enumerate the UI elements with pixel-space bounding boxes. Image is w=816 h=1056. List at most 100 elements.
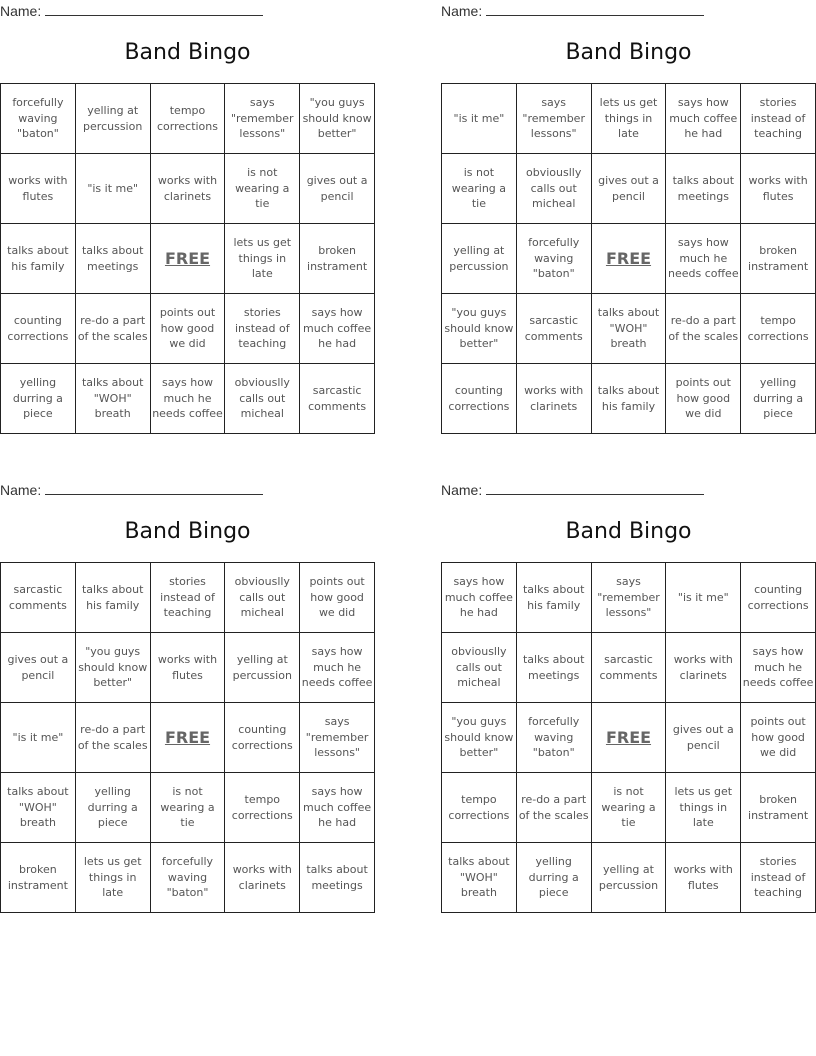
bingo-cell: says how much he needs coffee [665,223,742,294]
bingo-cell: points out how good we did [740,702,816,773]
bingo-cell: sarcastic comments [590,632,667,703]
bingo-cell: "is it me" [74,153,151,224]
bingo-cell: yelling at percussion [74,83,151,154]
name-field: Name: [0,2,264,19]
free-space: FREE [590,223,667,294]
bingo-cell: says how much coffee he had [299,772,375,843]
bingo-cell: gives out a pencil [299,153,375,224]
bingo-row: broken instrament lets us get things in l… [0,842,375,913]
name-field: Name: [0,481,264,498]
bingo-cell: "you guys should know better" [299,83,375,154]
bingo-cell: obviouslly calls out micheal [224,363,301,434]
bingo-cell: re-do a part of the scales [665,293,742,364]
name-blank-line [486,2,705,16]
bingo-row: sarcastic comments talks about his family… [0,562,375,633]
bingo-row: tempo corrections re-do a part of the sca… [441,772,816,843]
bingo-cell: forcefully waving "baton" [0,83,76,154]
name-label: Name: [441,482,483,498]
card-title: Band Bingo [565,40,692,65]
bingo-cell: re-do a part of the scales [74,702,151,773]
bingo-row: talks about "WOH" breath yelling durring … [0,772,375,843]
bingo-cell: forcefully waving "baton" [515,223,592,294]
bingo-cell: obviouslly calls out micheal [224,562,301,633]
bingo-cell: talks about "WOH" breath [74,363,151,434]
bingo-cell: says how much he needs coffee [299,632,375,703]
bingo-row: is not wearing a tie obviouslly calls out… [441,153,816,224]
card-title: Band Bingo [124,40,251,65]
bingo-cell: sarcastic comments [0,562,76,633]
bingo-cell: broken instrament [299,223,375,294]
bingo-cell: yelling durring a piece [515,842,592,913]
bingo-cell: obviouslly calls out micheal [515,153,592,224]
bingo-cell: works with clarinets [515,363,592,434]
bingo-cell: tempo corrections [149,83,226,154]
bingo-row: talks about "WOH" breath yelling durring … [441,842,816,913]
bingo-grid: says how much coffee he had talks about h… [441,562,816,913]
bingo-cell: works with flutes [149,632,226,703]
bingo-cell: says how much coffee he had [299,293,375,364]
bingo-cell: stories instead of teaching [740,83,816,154]
bingo-cell: says "remember lessons" [590,562,667,633]
bingo-cell: yelling durring a piece [740,363,816,434]
bingo-cell: talks about his family [0,223,76,294]
bingo-row: counting corrections works with clarinets… [441,363,816,434]
bingo-grid: "is it me" says "remember lessons" lets us… [441,83,816,434]
bingo-cell: is not wearing a tie [441,153,517,224]
bingo-cell: forcefully waving "baton" [149,842,226,913]
bingo-cell: talks about his family [515,562,592,633]
bingo-cell: counting corrections [740,562,816,633]
bingo-cell: "you guys should know better" [441,293,517,364]
bingo-cell: yelling durring a piece [0,363,76,434]
bingo-grid: sarcastic comments talks about his family… [0,562,375,913]
bingo-cell: stories instead of teaching [149,562,226,633]
bingo-cell: stories instead of teaching [224,293,301,364]
bingo-row: gives out a pencil "you guys should know … [0,632,375,703]
bingo-row: "you guys should know better" sarcastic c… [441,293,816,364]
bingo-cell: yelling at percussion [590,842,667,913]
bingo-cell: counting corrections [224,702,301,773]
bingo-cell: gives out a pencil [665,702,742,773]
bingo-cell: sarcastic comments [299,363,375,434]
bingo-cell: works with clarinets [149,153,226,224]
bingo-cell: yelling at percussion [224,632,301,703]
bingo-cell: "you guys should know better" [441,702,517,773]
bingo-cell: talks about meetings [299,842,375,913]
bingo-row: works with flutes "is it me" works with cl… [0,153,375,224]
name-blank-line [486,481,705,495]
bingo-cell: tempo corrections [441,772,517,843]
bingo-cell: works with flutes [0,153,76,224]
card-title: Band Bingo [565,519,692,544]
free-space: FREE [149,223,226,294]
card-title: Band Bingo [124,519,251,544]
bingo-cell: talks about his family [590,363,667,434]
bingo-cell: sarcastic comments [515,293,592,364]
bingo-row: "is it me" says "remember lessons" lets us… [441,83,816,154]
bingo-cell: yelling at percussion [441,223,517,294]
bingo-cell: lets us get things in late [665,772,742,843]
free-space: FREE [590,702,667,773]
bingo-cell: works with flutes [740,153,816,224]
name-field: Name: [441,481,705,498]
bingo-cell: points out how good we did [665,363,742,434]
bingo-cell: talks about meetings [74,223,151,294]
bingo-cell: says "remember lessons" [299,702,375,773]
bingo-cell: points out how good we did [299,562,375,633]
name-field: Name: [441,2,705,19]
bingo-cell: broken instrament [740,772,816,843]
free-space: FREE [149,702,226,773]
bingo-cell: works with clarinets [665,632,742,703]
bingo-cell: gives out a pencil [590,153,667,224]
name-label: Name: [0,482,42,498]
bingo-row: forcefully waving "baton" yelling at perc… [0,83,375,154]
bingo-cell: talks about his family [74,562,151,633]
bingo-row: obviouslly calls out micheal talks about … [441,632,816,703]
bingo-row: talks about his family talks about meetin… [0,223,375,294]
bingo-cell: says how much coffee he had [665,83,742,154]
bingo-cell: lets us get things in late [590,83,667,154]
name-label: Name: [441,3,483,19]
name-label: Name: [0,3,42,19]
bingo-row: yelling durring a piece talks about "WOH"… [0,363,375,434]
bingo-cell: yelling durring a piece [74,772,151,843]
bingo-cell: says how much he needs coffee [740,632,816,703]
bingo-cell: is not wearing a tie [590,772,667,843]
